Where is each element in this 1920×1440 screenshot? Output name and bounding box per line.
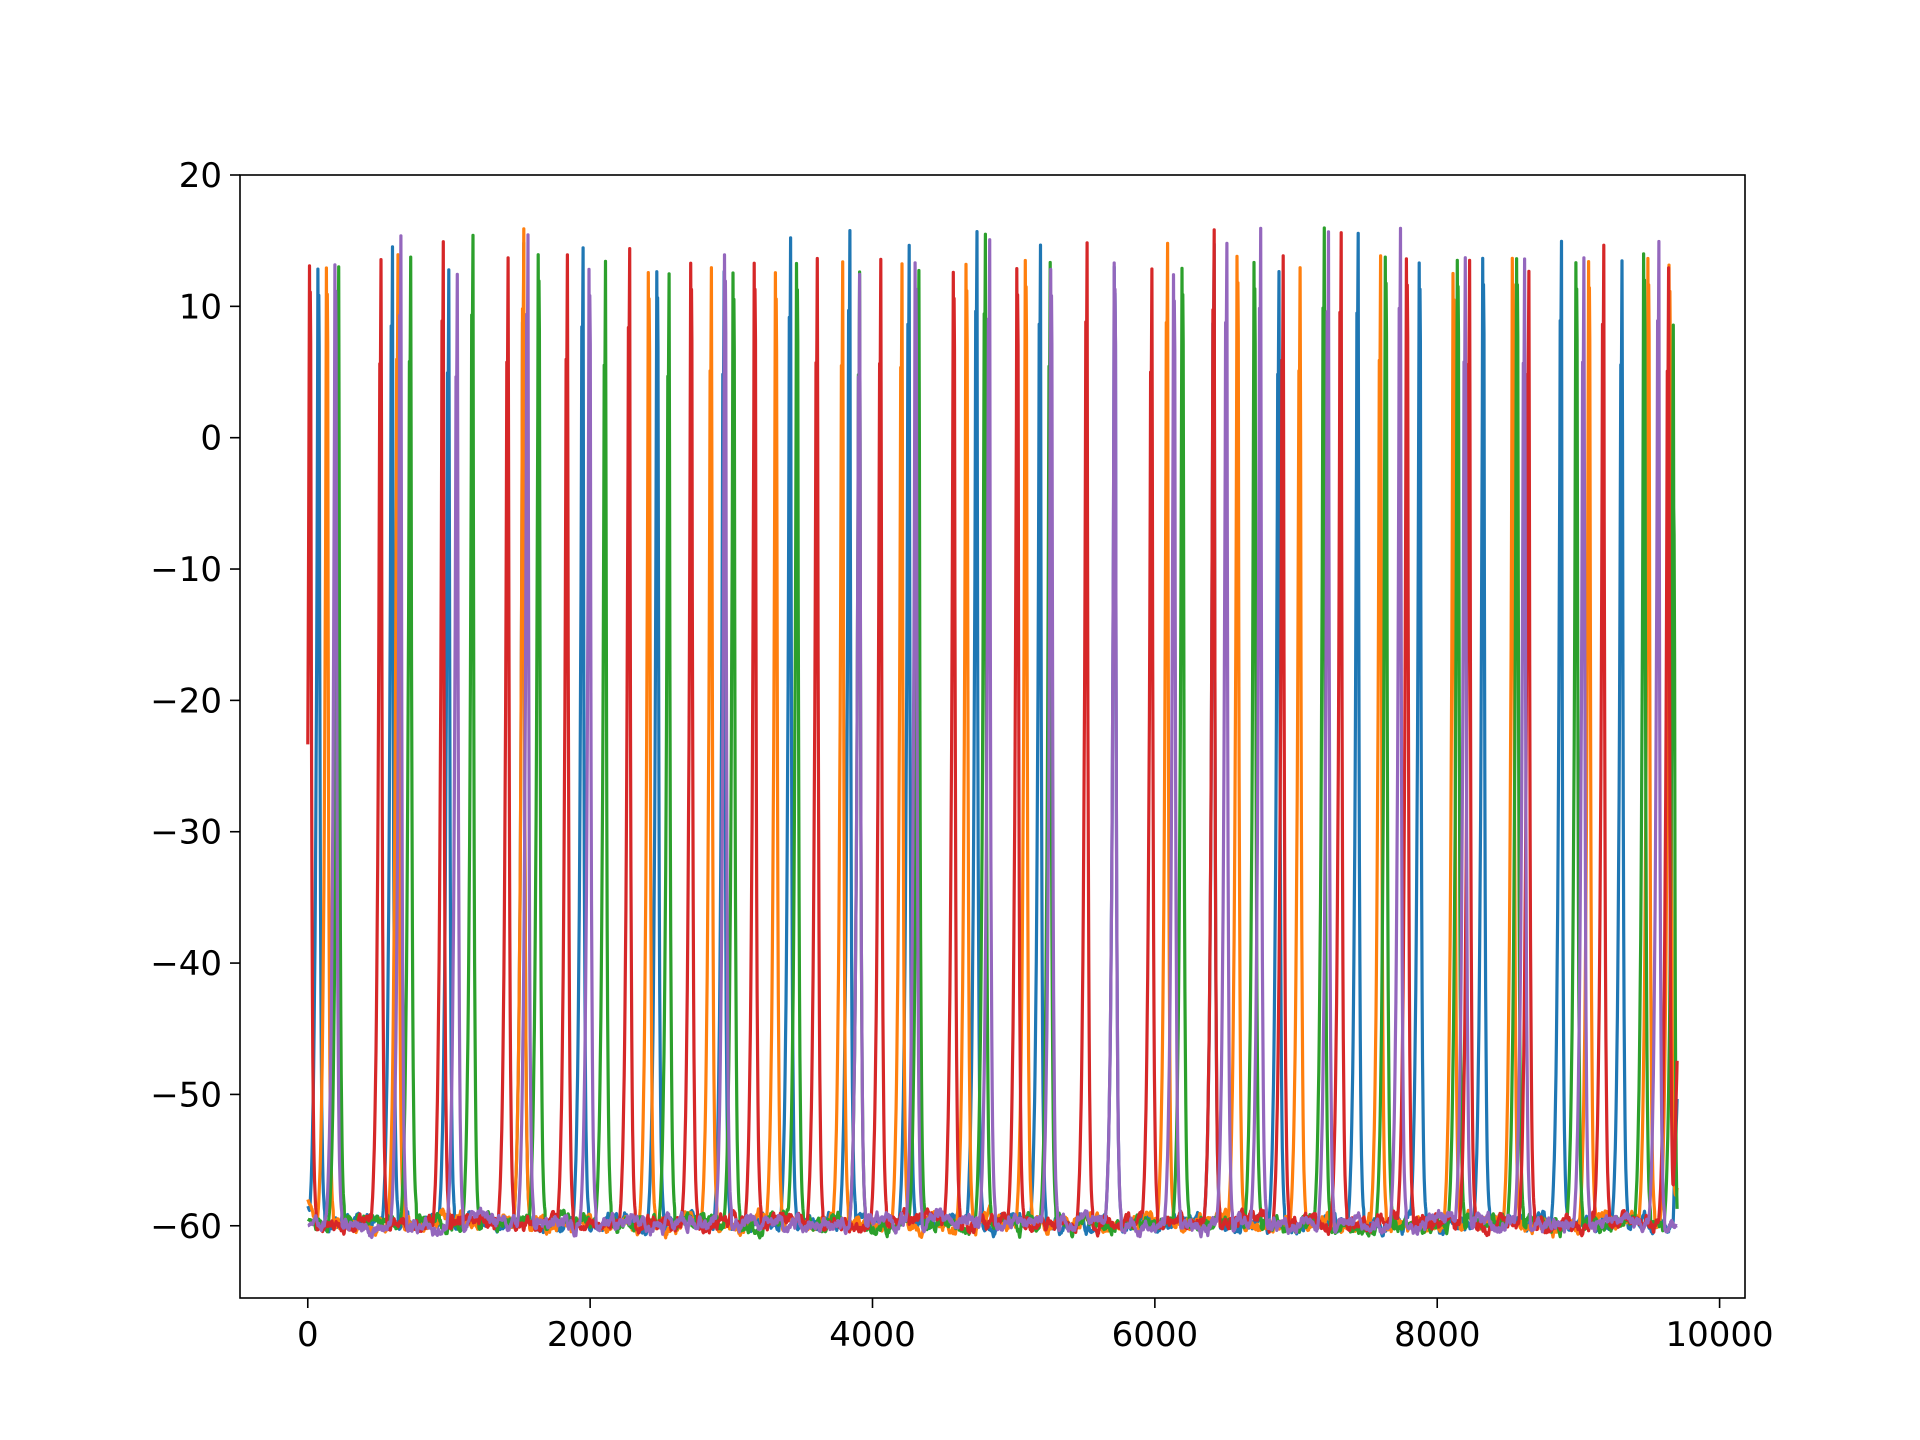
y-tick-label: −10	[150, 550, 222, 590]
y-tick-label: 20	[179, 156, 222, 196]
y-tick-label: −40	[150, 944, 222, 984]
y-tick-label: −20	[150, 681, 222, 721]
x-tick-label: 2000	[547, 1315, 634, 1355]
x-axis: 0 2000 4000 6000 8000 10000	[297, 1298, 1774, 1355]
x-tick-label: 0	[297, 1315, 319, 1355]
y-tick-label: −30	[150, 813, 222, 853]
series-line-5	[306, 226, 1679, 1240]
x-tick-label: 6000	[1112, 1315, 1199, 1355]
y-tick-label: −60	[150, 1207, 222, 1247]
x-tick-label: 4000	[829, 1315, 916, 1355]
series-layer	[306, 226, 1679, 1240]
x-tick-label: 8000	[1394, 1315, 1481, 1355]
y-tick-label: 0	[200, 419, 222, 459]
plot-frame	[239, 174, 1746, 1299]
x-tick-label: 10000	[1666, 1315, 1774, 1355]
y-axis: 20 10 0 −10 −20 −30 −40 −50 −60	[150, 156, 240, 1247]
y-tick-label: 10	[179, 287, 222, 327]
y-tick-label: −50	[150, 1075, 222, 1115]
